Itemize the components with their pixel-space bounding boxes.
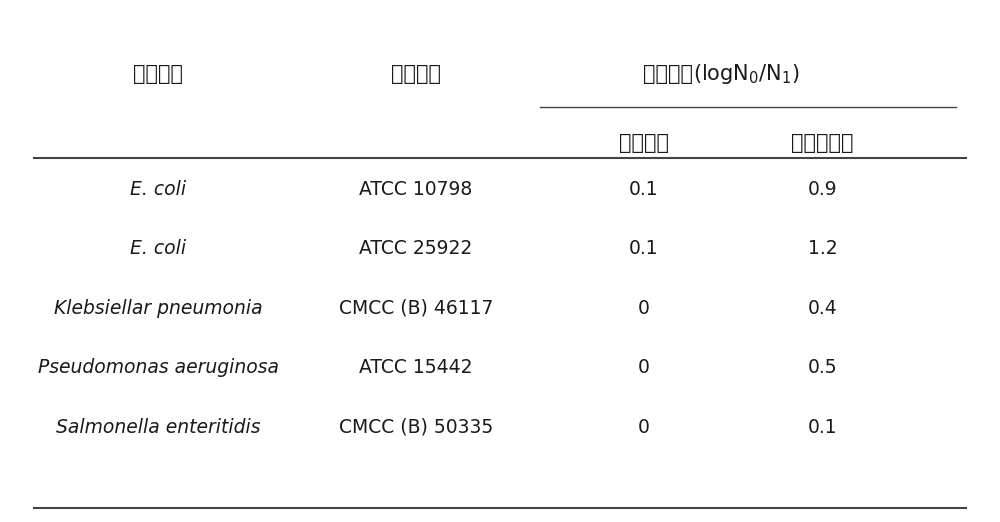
Text: 0.5: 0.5 <box>808 358 837 377</box>
Text: 0.4: 0.4 <box>807 299 837 318</box>
Text: CMCC (B) 50335: CMCC (B) 50335 <box>339 418 493 437</box>
Text: 0.1: 0.1 <box>808 418 837 437</box>
Text: (logN$_0$/N$_1$): (logN$_0$/N$_1$) <box>693 62 800 86</box>
Text: Salmonella enteritidis: Salmonella enteritidis <box>56 418 260 437</box>
Text: 测试菌种: 测试菌种 <box>133 64 183 84</box>
Text: 0.1: 0.1 <box>629 239 659 258</box>
Text: 0.1: 0.1 <box>629 180 659 198</box>
Text: 0.9: 0.9 <box>808 180 837 198</box>
Text: E. coli: E. coli <box>130 180 186 198</box>
Text: ATCC 15442: ATCC 15442 <box>359 358 473 377</box>
Text: 猪溶菌酶: 猪溶菌酶 <box>619 133 669 153</box>
Text: 1.2: 1.2 <box>808 239 837 258</box>
Text: 菌种编号: 菌种编号 <box>391 64 441 84</box>
Text: 抑菌系数: 抑菌系数 <box>643 64 693 84</box>
Text: Pseudomonas aeruginosa: Pseudomonas aeruginosa <box>38 358 279 377</box>
Text: 0: 0 <box>638 299 650 318</box>
Text: $\mathregular{\mathit{}}$: $\mathregular{\mathit{}}$ <box>732 64 734 84</box>
Text: CMCC (B) 46117: CMCC (B) 46117 <box>339 299 493 318</box>
Text: 0: 0 <box>638 358 650 377</box>
Text: 抗菌十二肽: 抗菌十二肽 <box>791 133 854 153</box>
Text: Klebsiellar pneumonia: Klebsiellar pneumonia <box>54 299 263 318</box>
Text: ATCC 10798: ATCC 10798 <box>359 180 473 198</box>
Text: ATCC 25922: ATCC 25922 <box>359 239 473 258</box>
Text: 0: 0 <box>638 418 650 437</box>
Text: E. coli: E. coli <box>130 239 186 258</box>
